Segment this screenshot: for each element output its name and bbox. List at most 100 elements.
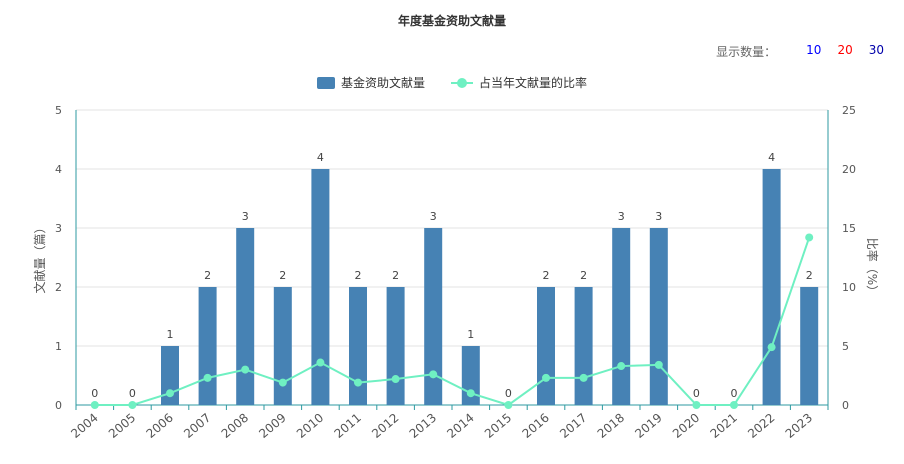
y-tick-label: 4	[55, 163, 62, 176]
bar-value-label: 3	[618, 210, 625, 223]
bar-swatch-icon	[316, 76, 335, 89]
bar	[574, 287, 593, 405]
bar-value-label: 0	[91, 387, 98, 400]
x-tick-label: 2015	[482, 411, 514, 441]
legend-bar-label: 基金资助文献量	[340, 76, 425, 90]
y-tick-label: 5	[55, 104, 62, 117]
x-tick-label: 2012	[369, 411, 401, 441]
ratio-point	[617, 362, 626, 371]
bar	[537, 287, 555, 405]
line-swatch-icon	[451, 77, 473, 89]
bar	[424, 228, 443, 405]
ratio-point	[654, 360, 663, 369]
y2-tick-label: 15	[842, 222, 856, 235]
ratio-line	[94, 237, 811, 407]
y-tick-label: 3	[55, 222, 62, 235]
ratio-point	[90, 401, 99, 409]
y-tick-label: 0	[55, 399, 62, 412]
chart-title: 年度基金资助文献量	[397, 14, 506, 28]
x-tick-label: 2011	[332, 411, 364, 441]
ratio-point	[316, 358, 325, 367]
chart-legend: 基金资助文献量 占当年文献量的比率	[0, 74, 904, 91]
line-series	[90, 233, 814, 409]
y2-tick-label: 10	[842, 281, 856, 294]
legend-item-line[interactable]: 占当年文献量的比率	[451, 74, 587, 91]
bar-value-label: 3	[430, 210, 437, 223]
x-tick-label: 2008	[219, 411, 251, 441]
y-axis-label: 文献量（篇）	[32, 221, 47, 293]
ratio-point	[504, 401, 513, 409]
ratio-point	[692, 401, 701, 409]
bar-value-label: 2	[806, 269, 813, 282]
display-count-option-10[interactable]: 10	[806, 43, 822, 57]
ratio-point	[429, 370, 438, 379]
bar-value-label: 0	[505, 387, 512, 400]
bar	[762, 169, 781, 405]
y2-tick-label: 5	[842, 340, 849, 353]
bar-value-label: 0	[129, 387, 136, 400]
y2-tick-label: 25	[842, 104, 856, 117]
legend-line-label: 占当年文献量的比率	[479, 76, 588, 90]
ratio-point	[767, 343, 776, 352]
x-tick-label: 2019	[632, 411, 664, 441]
bar-value-label: 4	[317, 151, 324, 164]
grid-lines	[76, 109, 828, 406]
ratio-point	[542, 373, 550, 382]
ratio-point	[128, 401, 137, 409]
x-tick-label: 2013	[407, 411, 439, 441]
ratio-point	[466, 389, 475, 398]
bar-value-label: 3	[242, 210, 249, 223]
bar	[649, 228, 668, 405]
ratio-point	[391, 375, 400, 384]
x-tick-label: 2023	[783, 411, 815, 441]
bar-value-label: 2	[355, 269, 362, 282]
display-count-selector: 显示数量： 10 20 30	[716, 43, 884, 60]
bar	[612, 228, 631, 405]
bar	[349, 287, 367, 405]
x-tick-label: 2009	[256, 411, 288, 441]
x-tick-label: 2018	[595, 411, 627, 441]
x-tick-label: 2014	[444, 411, 476, 441]
ratio-point	[241, 365, 250, 374]
bar-value-label: 1	[167, 328, 174, 341]
bar-value-label: 2	[580, 269, 587, 282]
x-tick-label: 2016	[520, 411, 552, 441]
x-tick-label: 2005	[106, 411, 138, 441]
y2-tick-label: 0	[842, 399, 849, 412]
ratio-point	[278, 378, 287, 387]
bar	[386, 287, 405, 405]
x-tick-label: 2021	[708, 411, 740, 441]
bar-value-label: 2	[279, 269, 286, 282]
ratio-point	[579, 373, 588, 382]
bar-value-label: 1	[467, 328, 474, 341]
y-tick-label: 1	[55, 340, 62, 353]
x-tick-label: 2010	[294, 411, 326, 441]
display-count-option-20[interactable]: 20	[837, 43, 853, 57]
bar	[198, 287, 217, 405]
bar-value-label: 2	[543, 269, 550, 282]
y2-tick-label: 20	[842, 163, 856, 176]
x-tick-label: 2017	[557, 411, 589, 441]
x-tick-label: 2004	[68, 411, 100, 441]
legend-item-bar[interactable]: 基金资助文献量	[316, 74, 425, 91]
bar-value-label: 0	[693, 387, 700, 400]
ratio-point	[166, 389, 174, 398]
bar	[236, 228, 255, 405]
ratio-point	[805, 233, 814, 242]
ratio-point	[354, 378, 362, 387]
bar-value-label: 3	[655, 210, 662, 223]
bar	[311, 169, 330, 405]
x-tick-label: 2007	[181, 411, 213, 441]
bar	[161, 346, 179, 405]
display-count-option-30[interactable]: 30	[868, 43, 884, 57]
bar-value-label: 4	[768, 151, 775, 164]
bar-value-label: 2	[392, 269, 399, 282]
display-count-label: 显示数量：	[716, 45, 777, 59]
ratio-point	[730, 401, 738, 409]
bar-series: 0 0 1 2 3 2 4 2 2 3 1 0 2 2 3 3 0 0 4 2	[91, 151, 819, 405]
x-tick-label: 2022	[745, 411, 777, 441]
ratio-point	[203, 373, 212, 382]
y2-axis-label: 比率（%）	[865, 238, 880, 297]
bar	[273, 287, 292, 405]
